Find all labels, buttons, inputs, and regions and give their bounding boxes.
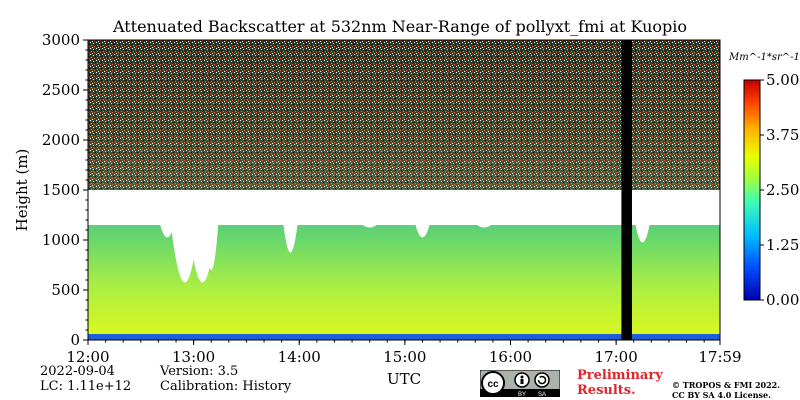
x-tick-label: 14:00 — [278, 348, 321, 366]
colorbar-tick-label: 1.25 — [766, 236, 799, 254]
cloud-plume — [160, 225, 175, 238]
cloud-plume — [283, 225, 298, 253]
y-tick-label: 0 — [70, 331, 80, 349]
x-tick-label: 15:00 — [383, 348, 426, 366]
cloud-plume — [415, 225, 430, 238]
cc-icon — [481, 371, 505, 395]
colorbar-tick-label: 5.00 — [766, 71, 799, 89]
y-tick-label: 2000 — [42, 131, 80, 149]
cloud-plume — [635, 225, 650, 243]
y-tick-label: 1000 — [42, 231, 80, 249]
x-tick-label: 17:59 — [698, 348, 741, 366]
colorbar-tick-label: 3.75 — [766, 126, 799, 144]
colorbar-tick-label: 2.50 — [766, 181, 799, 199]
cloud-layer — [88, 190, 720, 225]
preliminary-notice-line2: Results. — [577, 383, 636, 398]
x-tick-label: 17:00 — [595, 348, 638, 366]
x-axis-label: UTC — [387, 370, 421, 388]
axes: 0 500 1000 1500 2000 2500 3000 12:00 13:00 14:00 1… — [13, 31, 742, 388]
near-ground-band — [88, 334, 720, 340]
lc-label: LC: 1.11e+12 — [40, 379, 132, 394]
calibration-label: Calibration: History — [160, 379, 292, 394]
version-label: Version: 3.5 — [160, 364, 239, 379]
x-tick-label: 12:00 — [66, 348, 109, 366]
y-tick-label: 1500 — [42, 181, 80, 199]
cc-license-badge: cc BY SA — [480, 370, 560, 397]
cloud-plume — [477, 225, 492, 228]
y-axis-label: Height (m) — [13, 149, 31, 232]
colorbar-scale — [743, 79, 761, 301]
cloud-plume — [204, 225, 219, 270]
colorbar: 0.00 1.25 2.50 3.75 5.00 Mm^-1*sr^-1 — [728, 52, 800, 309]
plot-area — [88, 40, 720, 340]
preliminary-notice-line1: Preliminary — [577, 368, 663, 383]
copyright-line1: © TROPOS & FMI 2022. — [672, 380, 781, 390]
chart-title: Attenuated Backscatter at 532nm Near-Ran… — [112, 17, 688, 36]
copyright-line2: CC BY SA 4.0 License. — [672, 390, 771, 400]
date-label: 2022-09-04 — [40, 364, 115, 379]
colorbar-tick-label: 0.00 — [766, 291, 799, 309]
x-tick-label: 16:00 — [489, 348, 532, 366]
sa-label: SA — [538, 392, 546, 397]
y-tick-label: 3000 — [42, 31, 80, 49]
cc-icon-text: cc — [487, 379, 499, 390]
by-label: BY — [518, 392, 526, 397]
y-tick-label: 2500 — [42, 81, 80, 99]
y-tick-label: 500 — [51, 281, 80, 299]
sa-icon — [534, 372, 550, 388]
colorbar-unit-label: Mm^-1*sr^-1 — [728, 52, 800, 63]
data-gap — [621, 40, 632, 340]
cloud-plume — [362, 225, 377, 228]
x-tick-label: 13:00 — [172, 348, 215, 366]
free-troposphere-noise — [88, 40, 720, 190]
